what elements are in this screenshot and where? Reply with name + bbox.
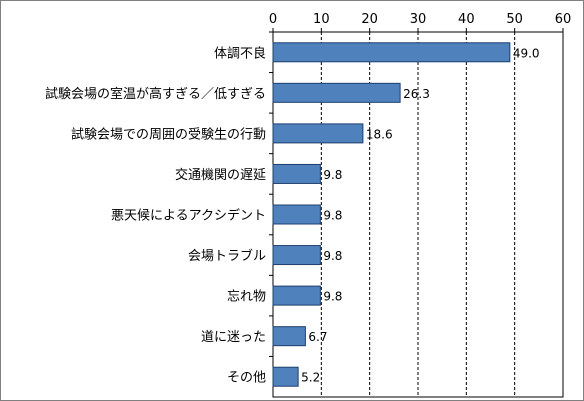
category-label: 悪天候によるアクシデント <box>111 208 266 224</box>
data-label: 9.8 <box>323 249 342 263</box>
data-label: 6.7 <box>308 330 327 344</box>
data-label: 9.8 <box>323 209 342 223</box>
axes: 0 10 20 30 40 50 60 <box>269 12 572 398</box>
bar <box>272 285 321 306</box>
x-tick-label: 0 <box>269 12 277 27</box>
data-label: 18.6 <box>366 127 393 141</box>
category-label: 試験会場での周囲の受験生の行動 <box>71 126 266 142</box>
x-tick-label: 50 <box>506 12 523 27</box>
x-tick-label: 60 <box>555 12 572 27</box>
category-label: 道に迷った <box>201 330 266 345</box>
category-label: 試験会場の室温が高すぎる／低すぎる <box>45 86 266 102</box>
bar <box>272 163 321 184</box>
data-label: 49.0 <box>513 46 540 60</box>
bar <box>272 123 364 144</box>
data-label: 26.3 <box>403 87 430 101</box>
bar <box>272 366 299 387</box>
category-label: 会場トラブル <box>188 248 266 264</box>
data-label: 9.8 <box>323 290 342 304</box>
x-tick-label: 40 <box>458 12 475 27</box>
bar <box>272 326 306 347</box>
category-label: 忘れ物 <box>227 290 266 305</box>
x-tick-label: 10 <box>313 12 330 27</box>
bar <box>272 82 401 103</box>
bar <box>272 204 321 225</box>
data-label: 5.2 <box>301 371 320 385</box>
bar <box>272 42 511 63</box>
x-tick-label: 20 <box>361 12 378 27</box>
labels: 体調不良 49.0 試験会場の室温が高すぎる／低すぎる 26.3 試験会場での周囲の受験… <box>45 45 540 385</box>
bar-series <box>272 42 511 387</box>
bar <box>272 245 321 266</box>
data-label: 9.8 <box>323 168 342 182</box>
category-label: 交通機関の遅延 <box>175 167 266 183</box>
category-label: その他 <box>227 371 266 386</box>
category-label: 体調不良 <box>214 45 266 61</box>
x-tick-label: 30 <box>410 12 427 27</box>
